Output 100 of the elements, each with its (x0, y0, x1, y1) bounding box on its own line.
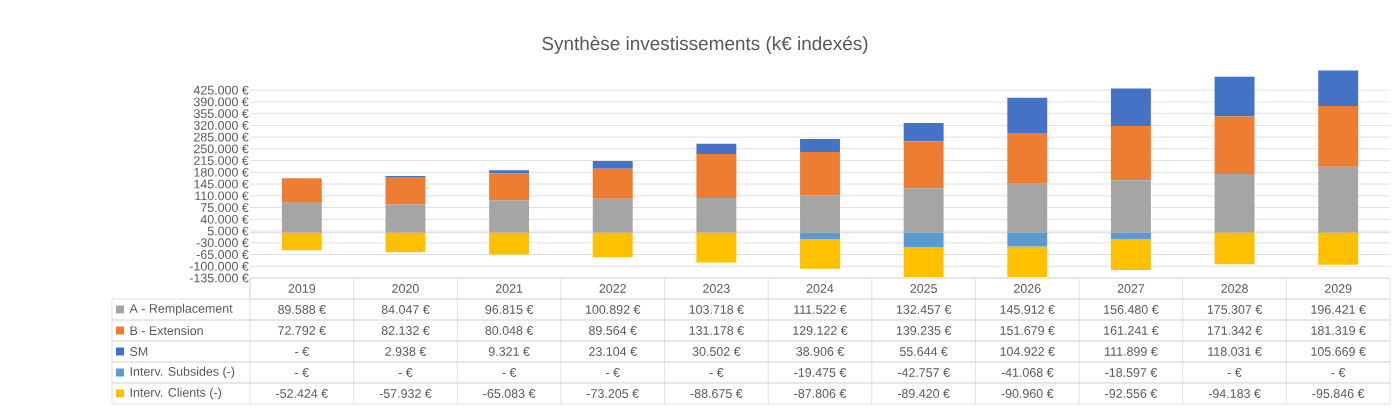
bar (800, 151, 840, 196)
bar (592, 161, 633, 169)
x-tick-label: 2029 (1324, 284, 1352, 293)
data-label: 96.815 € (485, 305, 534, 314)
bar (903, 188, 944, 233)
y-tick-label: 180.000 € (194, 167, 249, 177)
data-label: - € (502, 368, 517, 377)
bar (1318, 232, 1359, 265)
bar (1214, 173, 1255, 233)
bar (1318, 70, 1359, 106)
data-label: -52.424 € (276, 389, 328, 398)
bar (592, 198, 633, 233)
y-tick-label: 5.000 € (207, 226, 249, 236)
y-tick-label: 145.000 € (194, 179, 249, 189)
x-tick-label: 2021 (495, 284, 523, 293)
data-label: 84.047 € (381, 305, 430, 314)
bar (385, 176, 426, 205)
legend-label: SM (130, 347, 148, 356)
bar (385, 232, 426, 253)
bar (489, 173, 530, 201)
bar (696, 197, 737, 233)
y-tick-label: 355.000 € (193, 109, 249, 119)
data-label: - € (1331, 368, 1346, 377)
y-tick-label: 250.000 € (194, 144, 249, 154)
data-label: 82.132 € (381, 326, 430, 335)
data-label: 100.892 € (585, 305, 641, 314)
y-tick-label: 215.000 € (194, 156, 249, 165)
data-label: 156.480 € (1104, 305, 1159, 314)
data-label: 104.922 € (1000, 347, 1055, 356)
bar (592, 168, 633, 199)
x-tick-label: 2020 (392, 284, 419, 293)
data-label: 23.104 € (589, 347, 637, 356)
bar (696, 232, 737, 263)
data-label: 89.588 € (278, 305, 326, 314)
data-label: -41.068 € (1001, 368, 1054, 377)
y-tick-label: 320.000 € (193, 120, 249, 130)
y-tick-label: 75.000 € (200, 203, 249, 212)
data-label: 2.938 € (385, 347, 427, 356)
data-label: 72.792 € (278, 326, 326, 335)
data-label: -87.806 € (794, 389, 847, 398)
bar (489, 170, 530, 174)
bar (1007, 97, 1048, 133)
bar (1214, 116, 1255, 174)
data-label: 181.319 € (1311, 326, 1366, 335)
data-label: 151.679 € (1000, 326, 1055, 335)
bar (696, 143, 737, 154)
bar (1318, 166, 1359, 233)
bar (1007, 183, 1048, 233)
x-tick-label: 2023 (703, 284, 730, 293)
bar (1318, 105, 1359, 167)
bar (903, 122, 944, 142)
bar (903, 247, 944, 278)
data-label: 30.502 € (692, 347, 741, 356)
data-label: 129.122 € (793, 326, 848, 335)
y-tick-label: 425.000 € (193, 85, 249, 95)
y-tick-label: -100.000 € (189, 261, 249, 271)
bar (1110, 88, 1151, 127)
chart-title: Synthèse investissements (k€ indexés) (542, 36, 868, 54)
data-label: 161.241 € (1104, 326, 1159, 335)
bar (281, 232, 322, 251)
bar (1007, 232, 1048, 247)
data-label: 118.031 € (1208, 347, 1262, 356)
bar (489, 232, 530, 255)
data-label: - € (295, 347, 309, 356)
legend-label: B - Extension (130, 325, 203, 336)
data-label: 89.564 € (589, 326, 637, 335)
data-label: 111.899 € (1105, 347, 1158, 356)
y-tick-label: -30.000 € (196, 238, 249, 248)
x-tick-label: 2026 (1014, 284, 1041, 293)
data-label: -19.475 € (794, 368, 847, 377)
y-tick-label: 390.000 € (193, 97, 249, 107)
bar (1007, 132, 1048, 184)
data-label: 132.457 € (896, 305, 952, 314)
y-tick-label: -65.000 € (196, 250, 249, 259)
legend-label: A - Remplacement (129, 303, 233, 316)
bar (903, 232, 944, 248)
bar (1110, 126, 1151, 181)
data-label: - € (398, 368, 413, 377)
bar (592, 232, 633, 258)
x-tick-label: 2027 (1117, 284, 1145, 293)
data-label: -89.420 € (897, 389, 950, 398)
bar (1214, 76, 1255, 117)
bar (1110, 238, 1151, 270)
y-tick-label: -135.000 € (189, 273, 249, 283)
data-label: -92.556 € (1105, 389, 1158, 398)
legend-label: Interv. Subsides (-) (130, 366, 235, 379)
data-label: 103.718 € (689, 305, 744, 314)
data-label: - € (1227, 368, 1242, 377)
bar (1214, 232, 1255, 265)
data-label: -73.205 € (586, 389, 639, 398)
data-label: -18.597 € (1105, 368, 1158, 377)
data-label: 139.235 € (896, 326, 952, 335)
bar (281, 202, 322, 233)
bar (1110, 180, 1151, 233)
data-label: -88.675 € (690, 389, 743, 398)
y-tick-label: 110.000 € (195, 191, 249, 201)
bar (800, 138, 840, 152)
bar (696, 153, 737, 198)
data-label: -94.183 € (1208, 389, 1261, 398)
bar (281, 178, 322, 203)
